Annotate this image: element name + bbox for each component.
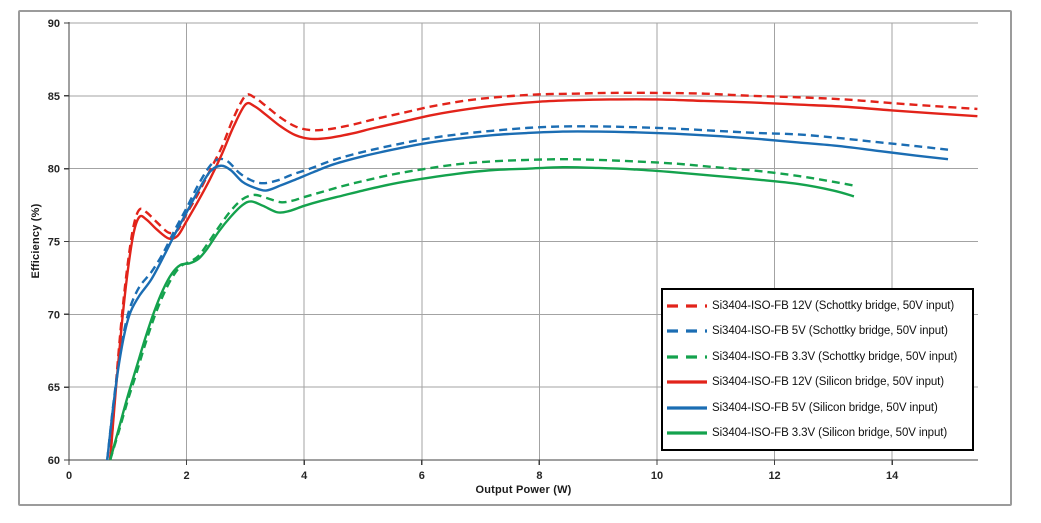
- y-tick-label: 75: [48, 237, 60, 249]
- series-line: [108, 91, 978, 461]
- legend-dashed-line-swatch: [667, 355, 707, 359]
- series-line: [109, 158, 858, 461]
- series-line: [109, 165, 855, 461]
- x-tick-label: 4: [301, 470, 308, 482]
- legend-item: Si3404-ISO-FB 12V (Silicon bridge, 50V i…: [666, 370, 968, 395]
- y-tick-label: 85: [48, 91, 60, 103]
- x-tick-label: 10: [651, 470, 663, 482]
- y-tick-label: 70: [48, 309, 60, 321]
- legend-label: Si3404-ISO-FB 12V (Silicon bridge, 50V i…: [712, 376, 945, 389]
- x-tick-label: 2: [184, 470, 190, 482]
- legend: Si3404-ISO-FB 12V (Schottky bridge, 50V …: [661, 288, 974, 451]
- legend-solid-line-swatch: [667, 406, 707, 410]
- x-tick-label: 12: [768, 470, 780, 482]
- y-tick-label: 90: [48, 18, 60, 30]
- legend-solid-line-swatch: [667, 431, 707, 435]
- legend-label: Si3404-ISO-FB 5V (Silicon bridge, 50V in…: [712, 401, 938, 414]
- legend-item: Si3404-ISO-FB 12V (Schottky bridge, 50V …: [666, 293, 968, 318]
- legend-label: Si3404-ISO-FB 3.3V (Silicon bridge, 50V …: [712, 427, 948, 440]
- legend-item: Si3404-ISO-FB 5V (Silicon bridge, 50V in…: [666, 395, 968, 420]
- y-tick-label: 80: [48, 164, 60, 176]
- legend-label: Si3404-ISO-FB 3.3V (Schottky bridge, 50V…: [712, 350, 958, 363]
- legend-dashed-line-swatch: [667, 304, 707, 308]
- x-tick-label: 14: [886, 470, 899, 482]
- legend-label: Si3404-ISO-FB 5V (Schottky bridge, 50V i…: [712, 325, 948, 338]
- series-line: [106, 125, 949, 461]
- legend-item: Si3404-ISO-FB 3.3V (Silicon bridge, 50V …: [666, 421, 968, 446]
- legend-item: Si3404-ISO-FB 5V (Schottky bridge, 50V i…: [666, 319, 968, 344]
- legend-dashed-line-swatch: [667, 329, 707, 333]
- x-tick-label: 8: [536, 470, 542, 482]
- x-axis-title: Output Power (W): [475, 484, 572, 496]
- series-line: [106, 130, 949, 461]
- x-tick-label: 0: [66, 470, 72, 482]
- y-tick-label: 60: [48, 455, 60, 467]
- legend-label: Si3404-ISO-FB 12V (Schottky bridge, 50V …: [712, 299, 955, 312]
- legend-solid-line-swatch: [667, 380, 707, 384]
- legend-item: Si3404-ISO-FB 3.3V (Schottky bridge, 50V…: [666, 344, 968, 369]
- y-tick-label: 65: [48, 382, 60, 394]
- x-tick-label: 6: [419, 470, 425, 482]
- y-axis-title: Efficiency (%): [30, 203, 42, 279]
- series-line: [108, 98, 978, 461]
